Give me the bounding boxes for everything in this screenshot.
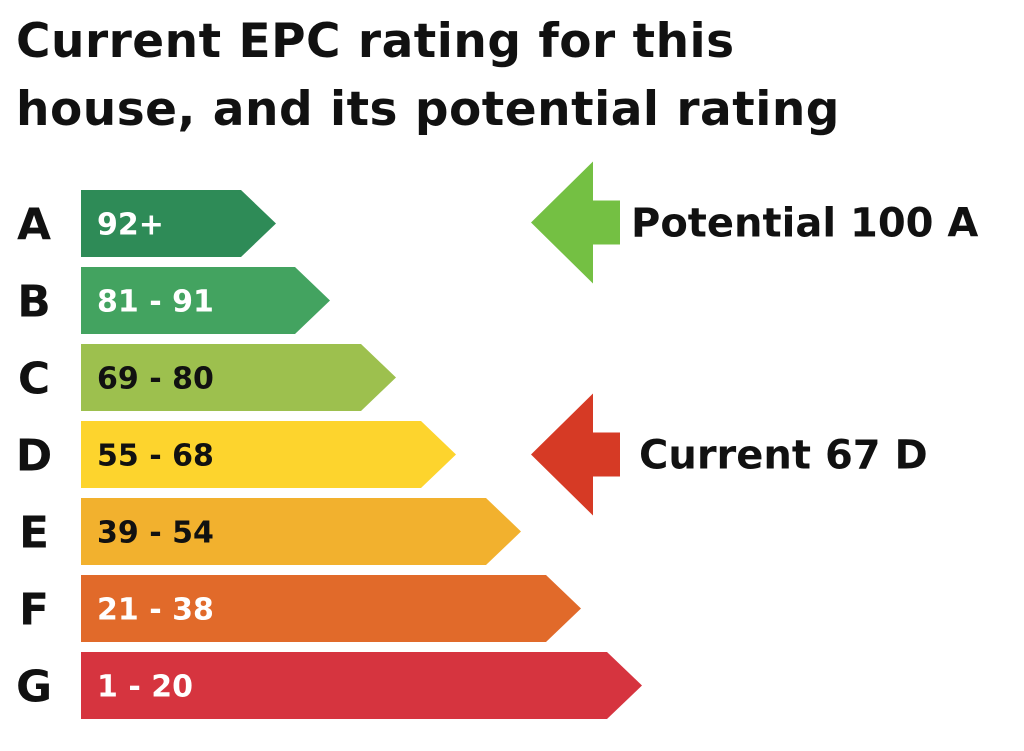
band-letter-d: D xyxy=(16,431,53,482)
band-letter-c: C xyxy=(18,354,50,405)
band-range-c: 69 - 80 xyxy=(97,362,214,397)
band-bar-e xyxy=(81,498,521,565)
band-bar-g xyxy=(81,652,642,719)
band-letter-a: A xyxy=(17,200,51,251)
title-line-1: Current EPC rating for this xyxy=(16,14,735,69)
potential-rating-arrow xyxy=(531,161,620,284)
band-bar-a xyxy=(81,190,276,257)
band-bar-f xyxy=(81,575,581,642)
title-line-2: house, and its potential rating xyxy=(16,82,840,137)
band-range-b: 81 - 91 xyxy=(97,285,214,320)
band-bar-d xyxy=(81,421,456,488)
band-range-e: 39 - 54 xyxy=(97,516,214,551)
current-rating-arrow xyxy=(531,393,620,516)
band-letter-b: B xyxy=(17,277,51,328)
band-letter-e: E xyxy=(19,508,49,559)
band-letter-g: G xyxy=(16,662,52,713)
band-bar-c xyxy=(81,344,396,411)
band-bar-b xyxy=(81,267,330,334)
band-range-d: 55 - 68 xyxy=(97,439,214,474)
band-range-a: 92+ xyxy=(97,208,164,243)
chart-title: Current EPC rating for this house, and i… xyxy=(16,8,916,144)
potential-rating-label: Potential 100 A xyxy=(631,201,978,247)
band-letter-f: F xyxy=(19,585,49,636)
current-rating-label: Current 67 D xyxy=(639,433,928,479)
band-range-f: 21 - 38 xyxy=(97,593,214,628)
band-range-g: 1 - 20 xyxy=(97,670,193,705)
